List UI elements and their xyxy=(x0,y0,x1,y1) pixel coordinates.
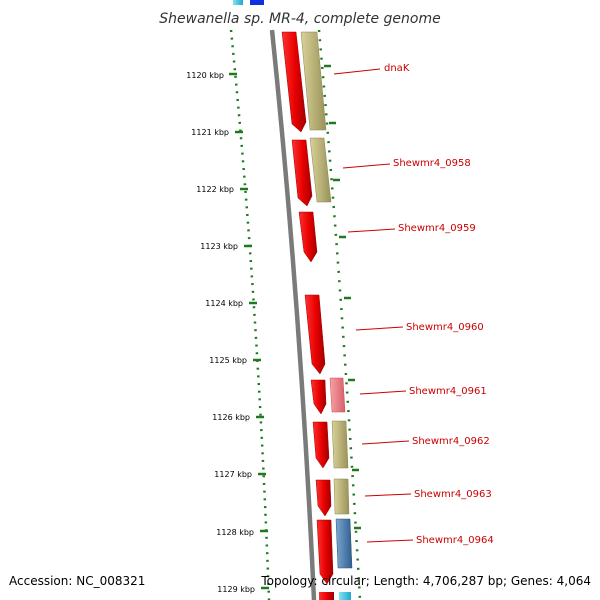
gene-arrow-shewmr4-0959[interactable] xyxy=(298,211,318,263)
ruler-tick-label: 1129 kbp xyxy=(217,585,255,594)
gene-labels: dnaK Shewmr4_0958 Shewmr4_0959 Shewmr4_0… xyxy=(384,63,494,546)
feature-blocks xyxy=(300,31,353,600)
leader-line xyxy=(364,493,412,497)
leader-line xyxy=(347,228,396,233)
ruler-tick-label: 1123 kbp xyxy=(200,242,238,251)
accession-text: Accession: NC_008321 xyxy=(9,574,146,588)
gene-label-dnak[interactable]: dnaK xyxy=(384,63,410,74)
ruler-tick-label: 1121 kbp xyxy=(191,128,229,137)
gene-label-shewmr4-0960[interactable]: Shewmr4_0960 xyxy=(406,322,484,333)
gene-label-shewmr4-0961[interactable]: Shewmr4_0961 xyxy=(409,386,487,397)
top-partial-features xyxy=(233,0,264,5)
ruler-tick-label: 1124 kbp xyxy=(205,299,243,308)
ruler-tick-label: 1125 kbp xyxy=(209,356,247,365)
ruler-dotted-arc xyxy=(229,29,271,600)
gene-arrow-shewmr4-0961[interactable] xyxy=(310,379,327,415)
feature-block-pink xyxy=(329,377,346,413)
leader-line xyxy=(366,539,414,543)
ruler-tick-label: 1128 kbp xyxy=(216,528,254,537)
genome-backbone xyxy=(269,29,317,600)
gene-arrow-shewmr4-0963[interactable] xyxy=(315,479,332,517)
feature-track-dotted-arc xyxy=(317,29,362,600)
leader-line xyxy=(355,326,404,331)
gene-arrow-partial-bottom xyxy=(319,592,334,600)
feature-block-blue xyxy=(335,518,353,569)
gene-arrow-dnak[interactable] xyxy=(281,31,307,133)
ruler-tick-label: 1127 kbp xyxy=(214,470,252,479)
leader-line xyxy=(361,440,410,445)
ruler-ticks xyxy=(229,72,269,590)
feature-block-tan xyxy=(309,137,332,203)
gene-label-shewmr4-0963[interactable]: Shewmr4_0963 xyxy=(414,489,492,500)
partial-feature-cyan xyxy=(233,0,243,5)
gene-label-shewmr4-0962[interactable]: Shewmr4_0962 xyxy=(412,436,490,447)
feature-block-tan xyxy=(333,478,350,515)
feature-block-cyan-partial xyxy=(339,592,351,600)
feature-block-tan xyxy=(300,31,327,131)
gene-arrows xyxy=(281,31,334,600)
label-leader-lines xyxy=(333,68,414,543)
feature-block-tan xyxy=(331,420,349,469)
ruler-tick-labels: 1120 kbp 1121 kbp 1122 kbp 1123 kbp 1124… xyxy=(186,71,255,594)
map-title: Shewanella sp. MR-4, complete genome xyxy=(159,11,440,27)
gene-arrow-shewmr4-0962[interactable] xyxy=(312,421,330,469)
genome-summary-text: Topology: circular; Length: 4,706,287 bp… xyxy=(261,574,591,588)
gene-label-shewmr4-0964[interactable]: Shewmr4_0964 xyxy=(416,535,494,546)
ruler-tick-label: 1120 kbp xyxy=(186,71,224,80)
gene-arrow-shewmr4-0960[interactable] xyxy=(304,294,326,375)
gene-label-shewmr4-0958[interactable]: Shewmr4_0958 xyxy=(393,158,471,169)
leader-line xyxy=(333,68,381,75)
leader-line xyxy=(342,163,391,169)
leader-line xyxy=(359,390,407,395)
ruler-tick-label: 1122 kbp xyxy=(196,185,234,194)
gene-label-shewmr4-0959[interactable]: Shewmr4_0959 xyxy=(398,223,476,234)
partial-feature-blue xyxy=(250,0,264,5)
gene-arrow-shewmr4-0958[interactable] xyxy=(291,139,313,207)
ruler-tick-label: 1126 kbp xyxy=(212,413,250,422)
feature-track-ticks xyxy=(324,64,361,530)
gene-arrow-shewmr4-0964[interactable] xyxy=(316,519,334,585)
